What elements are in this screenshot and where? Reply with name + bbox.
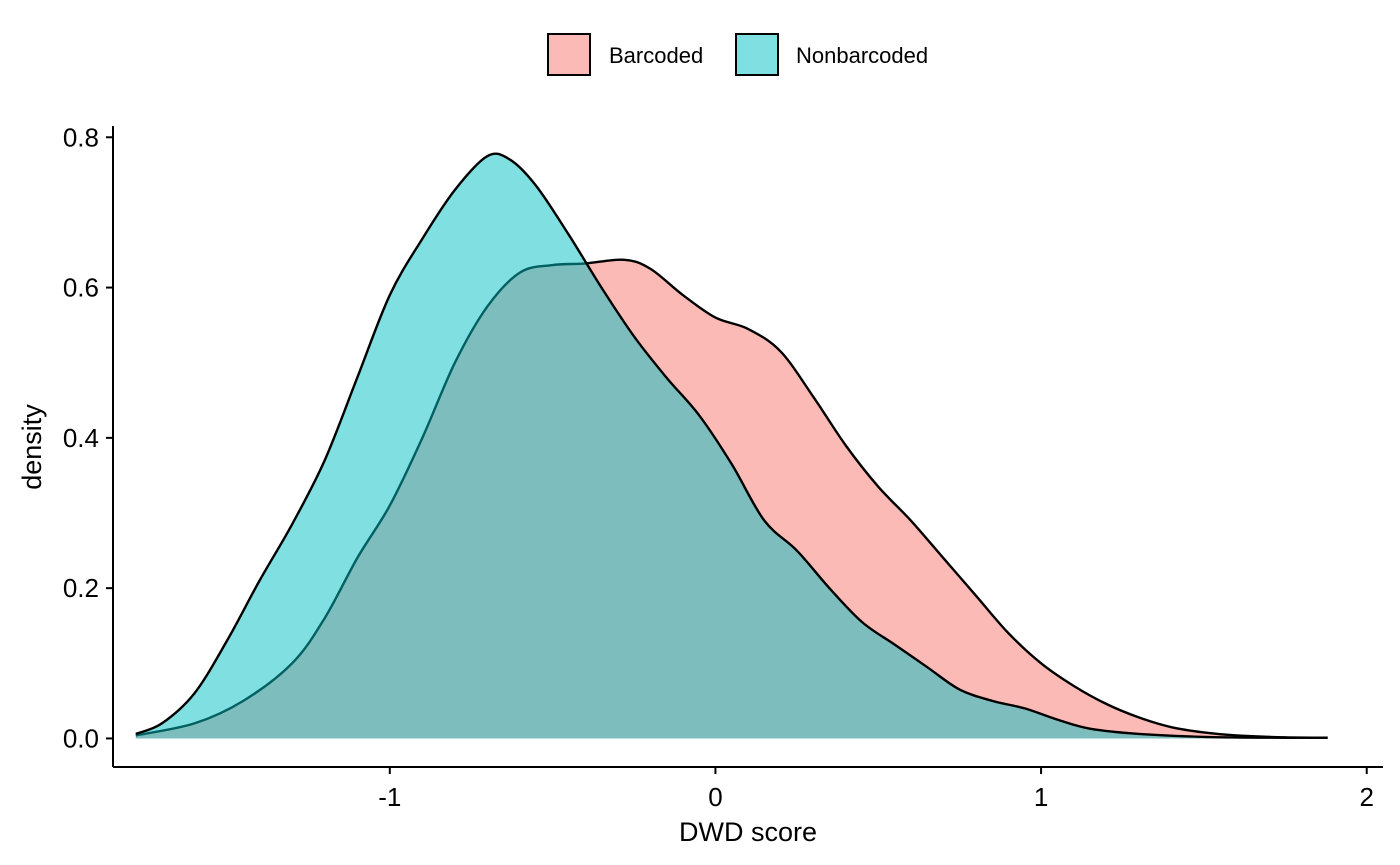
y-tick-label: 0.0: [63, 723, 99, 753]
legend-item-barcoded: Barcoded: [547, 33, 703, 76]
y-tick-label: 0.2: [63, 573, 99, 603]
legend: Barcoded Nonbarcoded: [547, 33, 928, 76]
axes: 0.0 0.2 0.4 0.6 0.8 -1 0 1 2: [63, 122, 1383, 812]
x-tick-label: -1: [378, 782, 401, 812]
series-layer: [135, 152, 1328, 739]
legend-swatch-barcoded: [547, 33, 591, 76]
density-line-nonbarcoded: [135, 152, 1328, 739]
legend-label-nonbarcoded: Nonbarcoded: [796, 43, 928, 68]
x-tick-label: 2: [1359, 782, 1373, 812]
legend-item-nonbarcoded: Nonbarcoded: [735, 33, 928, 76]
series-nonbarcoded: [135, 152, 1328, 739]
x-tick-label: 0: [708, 782, 722, 812]
density-area-nonbarcoded: [135, 153, 1328, 739]
legend-swatch-nonbarcoded: [735, 33, 779, 76]
y-tick-label: 0.6: [63, 273, 99, 303]
x-axis-title: DWD score: [679, 817, 817, 847]
y-tick-label: 0.8: [63, 122, 99, 152]
x-ticks: -1 0 1 2: [378, 767, 1374, 812]
y-ticks: 0.0 0.2 0.4 0.6 0.8: [63, 122, 113, 753]
x-tick-label: 1: [1034, 782, 1048, 812]
legend-label-barcoded: Barcoded: [609, 43, 703, 68]
y-axis-title: density: [17, 404, 47, 490]
y-tick-label: 0.4: [63, 423, 99, 453]
